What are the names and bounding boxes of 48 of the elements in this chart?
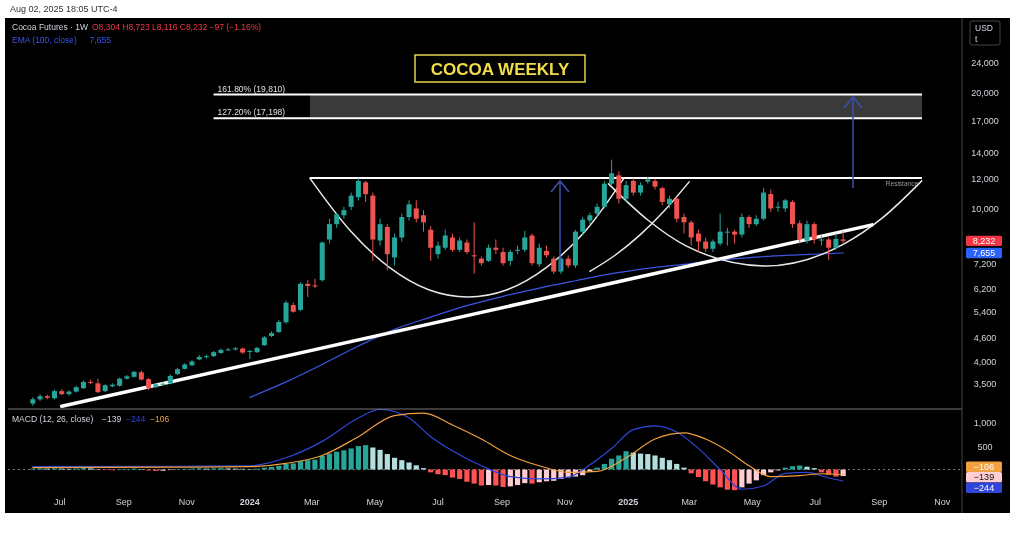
y-tick-label: 500 bbox=[977, 441, 993, 452]
x-tick-label: 2024 bbox=[239, 497, 260, 507]
y-tick-label: 5,400 bbox=[973, 306, 997, 317]
y-tick-label: 7,200 bbox=[973, 258, 997, 269]
x-tick-label: 2025 bbox=[618, 497, 639, 507]
x-tick-label: May bbox=[743, 497, 762, 507]
y-tick-label: 10,000 bbox=[971, 203, 999, 214]
text: t bbox=[975, 34, 978, 44]
x-tick-label: Nov bbox=[557, 497, 574, 507]
x-tick-label: Sep bbox=[494, 497, 511, 507]
y-axis-title: USD bbox=[975, 23, 993, 33]
text: MACD (12, 26, close) bbox=[12, 414, 94, 424]
text: EMA (100, close) bbox=[12, 35, 77, 45]
annotation: O8,304 H8,723 L8,116 C8,232 −97 (−1.16%) bbox=[92, 22, 262, 32]
x-tick-label: Nov bbox=[178, 497, 196, 507]
y-tick-label: 14,000 bbox=[971, 147, 999, 158]
chart-subtitle: Cocoa Futures · 1W bbox=[12, 22, 89, 32]
x-tick-label: May bbox=[366, 497, 384, 507]
y-tick-label: 6,200 bbox=[973, 283, 997, 294]
x-tick-label: Jul bbox=[432, 497, 444, 507]
ref-line-label: 161.80% (19,810) bbox=[217, 83, 286, 94]
annotation: −106 bbox=[150, 414, 170, 424]
y-tick-label: 4,000 bbox=[973, 356, 997, 367]
x-tick-label: Sep bbox=[115, 497, 132, 507]
text: 7,655 bbox=[972, 248, 996, 259]
text: −106 bbox=[973, 461, 995, 472]
x-tick-label: Jul bbox=[53, 497, 66, 507]
text: −244 bbox=[973, 482, 995, 493]
y-tick-label: 20,000 bbox=[971, 88, 999, 99]
x-tick-label: Jul bbox=[809, 497, 821, 507]
ref-line-label: 127.20% (17,198) bbox=[217, 107, 286, 118]
text: −139 bbox=[973, 472, 995, 483]
y-tick-label: 1,000 bbox=[973, 418, 997, 429]
text: COCOA WEEKLY bbox=[430, 60, 570, 79]
y-tick-label: 12,000 bbox=[971, 173, 999, 184]
y-tick-label: 3,500 bbox=[973, 378, 997, 389]
x-tick-label: Nov bbox=[934, 497, 951, 507]
annotation: −244 bbox=[126, 414, 146, 424]
y-tick-label: 17,000 bbox=[971, 115, 999, 126]
annotation: −139 bbox=[102, 414, 122, 424]
annotation: 7,655 bbox=[89, 35, 112, 45]
text: 8,232 bbox=[972, 236, 996, 247]
y-tick-label: 24,000 bbox=[971, 58, 999, 69]
x-tick-label: Mar bbox=[304, 497, 320, 507]
y-tick-label: 4,600 bbox=[973, 333, 997, 344]
text: Aug 02, 2025 18:05 UTC-4 bbox=[10, 4, 118, 14]
x-tick-label: Mar bbox=[681, 497, 697, 507]
x-tick-label: Sep bbox=[871, 497, 888, 507]
